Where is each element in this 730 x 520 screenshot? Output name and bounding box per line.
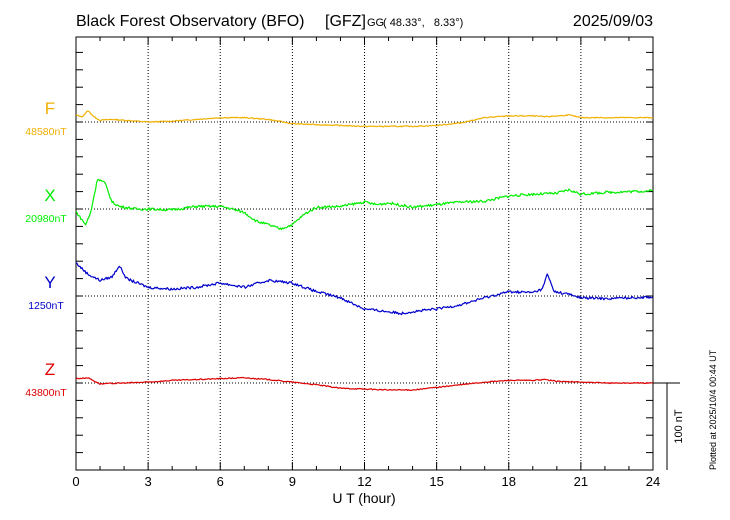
x-tick-label: 24 <box>646 474 660 489</box>
series-line-y <box>75 262 654 316</box>
x-tick-label: 12 <box>357 474 371 489</box>
series-name-x: X <box>44 186 55 205</box>
series-labels: F 48580nT X 20980nT Y 1250nT Z 43800nT <box>25 99 67 399</box>
baselines <box>76 121 653 384</box>
x-tick-label: 3 <box>145 474 152 489</box>
series-line-x <box>75 178 654 231</box>
x-tick-label: 9 <box>289 474 296 489</box>
series-name-f: F <box>45 99 55 118</box>
series-baseline-z: 43800nT <box>25 387 67 399</box>
x-axis-label: U T (hour) <box>332 490 395 506</box>
series-name-y: Y <box>44 273 55 292</box>
x-tick-label: 18 <box>502 474 516 489</box>
series-line-z <box>75 376 654 391</box>
series-name-z: Z <box>45 360 55 379</box>
series-lines <box>75 110 654 391</box>
series-baseline-y: 1250nT <box>28 300 64 312</box>
x-tick-label: 0 <box>72 474 79 489</box>
series-baseline-f: 48580nT <box>25 126 67 138</box>
x-tick-label: 21 <box>574 474 588 489</box>
institution-label: [GFZ] <box>325 13 366 30</box>
chart-title: Black Forest Observatory (BFO) <box>76 13 305 30</box>
scale-bar-label: 100 nT <box>673 409 685 444</box>
coord-system-label: GG <box>367 17 384 29</box>
grid-lines <box>147 37 582 470</box>
date-label: 2025/09/03 <box>573 13 653 30</box>
x-tick-label: 6 <box>217 474 224 489</box>
plotted-note: Plotted at 2025/10/4 00:44 UT <box>708 349 718 470</box>
x-tick-labels: 0 3 6 9 12 15 18 21 24 <box>72 474 660 489</box>
x-tick-label: 15 <box>429 474 443 489</box>
series-line-f <box>75 110 654 128</box>
scale-bar: 100 nT <box>653 382 685 470</box>
axis-ticks <box>75 37 654 471</box>
series-baseline-x: 20980nT <box>25 213 67 225</box>
coordinates-label: ( 48.33°, 8.33°) <box>383 17 463 29</box>
